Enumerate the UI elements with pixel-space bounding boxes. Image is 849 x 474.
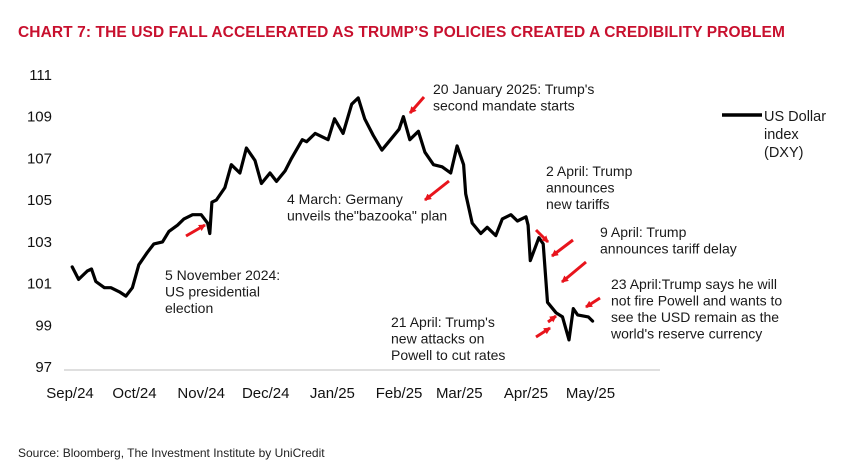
x-tick-label: Mar/25: [436, 385, 483, 402]
source-note: Source: Bloomberg, The Investment Instit…: [18, 446, 325, 460]
y-axis-ticks: 111 109 107 105 103 101 99 97: [27, 67, 52, 376]
annotation-arrow: [585, 296, 601, 309]
annotations: 20 January 2025: Trump's second mandate s…: [165, 81, 782, 363]
annotation-line: 5 November 2024:: [165, 267, 280, 283]
annotation-line: Powell to cut rates: [391, 347, 505, 363]
x-tick-label: Nov/24: [177, 385, 225, 402]
x-tick-label: Apr/25: [504, 385, 548, 402]
annotation-line: US presidential: [165, 284, 260, 300]
annotation-line: unveils the"bazooka" plan: [287, 208, 447, 224]
annotation-text: 5 November 2024: US presidential election: [165, 267, 280, 316]
x-tick-label: Sep/24: [46, 385, 94, 402]
annotation-line: not fire Powell and wants to: [611, 293, 782, 309]
y-tick-label: 105: [27, 192, 52, 209]
annotation-arrow: [551, 238, 574, 258]
annotation-arrow: [547, 314, 557, 324]
annotation-text: 2 April: Trump announces new tariffs: [546, 163, 633, 212]
annotation-arrows: [185, 96, 601, 339]
annotation-line: announces: [546, 180, 615, 196]
y-tick-label: 109: [27, 109, 52, 126]
annotation-arrow: [424, 179, 450, 202]
x-tick-label: Dec/24: [242, 385, 290, 402]
annotation-line: see the USD remain as the: [611, 309, 779, 325]
annotation-arrow: [408, 96, 426, 114]
annotation-text: 20 January 2025: Trump's second mandate s…: [433, 81, 594, 114]
annotation-text: 23 April:Trump says he will not fire Powe…: [610, 276, 782, 342]
series-line-dxy: [70, 96, 595, 342]
annotation-line: second mandate starts: [433, 98, 575, 114]
chart-title: CHART 7: THE USD FALL ACCELERATED AS TRU…: [18, 24, 785, 41]
annotation-arrow: [185, 223, 206, 238]
annotation-line: 9 April: Trump: [600, 224, 687, 240]
legend-label: (DXY): [764, 145, 803, 161]
y-tick-label: 101: [27, 276, 52, 293]
annotation-line: announces tariff delay: [600, 241, 737, 257]
annotation-line: new attacks on: [391, 331, 484, 347]
y-tick-label: 103: [27, 234, 52, 251]
annotation-arrow: [535, 326, 551, 339]
annotation-text: 9 April: Trump announces tariff delay: [600, 224, 737, 257]
legend: US Dollar index (DXY): [722, 109, 826, 161]
annotation-line: 23 April:Trump says he will: [611, 276, 777, 292]
x-tick-label: Jan/25: [310, 385, 355, 402]
legend-label: index: [764, 127, 799, 143]
legend-label: US Dollar: [764, 109, 826, 125]
y-tick-label: 107: [27, 150, 52, 167]
y-tick-label: 97: [35, 359, 52, 376]
annotation-arrow: [561, 260, 587, 284]
x-tick-label: Oct/24: [112, 385, 156, 402]
annotation-arrow: [534, 228, 550, 244]
annotation-line: world's reserve currency: [610, 326, 762, 342]
annotation-line: 21 April: Trump's: [391, 314, 495, 330]
x-tick-label: May/25: [566, 385, 615, 402]
annotation-text: 4 March: Germany unveils the"bazooka" pla…: [287, 191, 447, 224]
annotation-text: 21 April: Trump's new attacks on Powell to…: [391, 314, 505, 363]
annotation-line: election: [165, 300, 213, 316]
x-axis-ticks: Sep/24 Oct/24 Nov/24 Dec/24 Jan/25 Feb/25 Mar/…: [46, 385, 615, 402]
annotation-line: 4 March: Germany: [287, 191, 403, 207]
annotation-line: 2 April: Trump: [546, 163, 633, 179]
x-tick-label: Feb/25: [376, 385, 423, 402]
annotation-line: 20 January 2025: Trump's: [433, 81, 594, 97]
y-tick-label: 111: [29, 67, 52, 84]
annotation-line: new tariffs: [546, 196, 610, 212]
y-tick-label: 99: [35, 317, 52, 334]
